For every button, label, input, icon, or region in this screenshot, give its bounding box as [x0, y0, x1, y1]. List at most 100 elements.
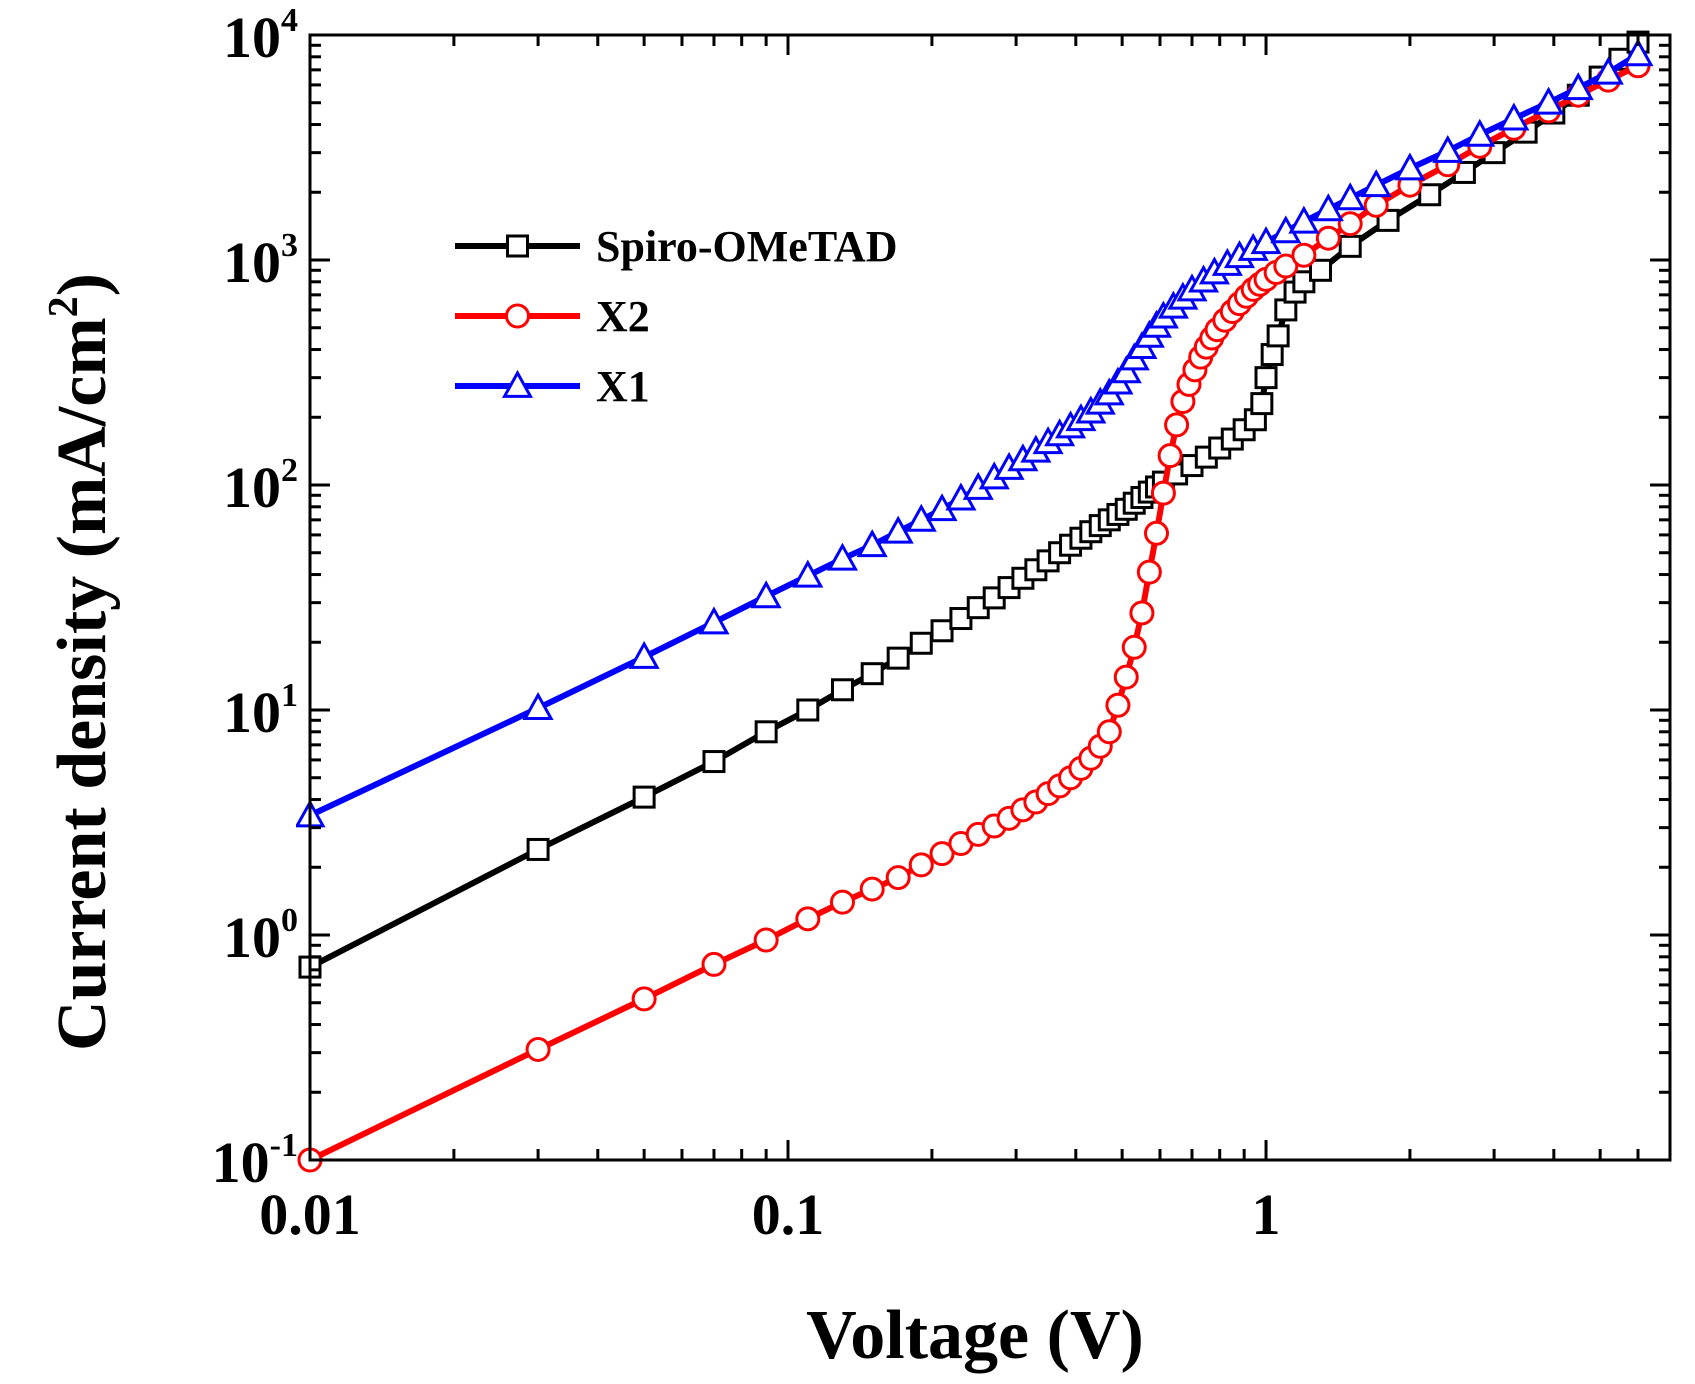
y-tick-label-exponent: 3 — [281, 227, 298, 264]
legend-marker-x1 — [501, 369, 534, 398]
data-point-x2 — [1291, 242, 1317, 268]
data-point-spiro-ometad — [1266, 324, 1290, 348]
y-tick-label-exponent: 0 — [281, 902, 298, 939]
data-point-x1 — [856, 529, 888, 558]
data-point-x2 — [929, 841, 955, 867]
data-point-x1 — [1288, 205, 1320, 234]
data-point-x2 — [1164, 412, 1190, 438]
data-point-x1 — [1432, 134, 1464, 163]
data-point-x2 — [1150, 480, 1176, 506]
data-point-x2 — [1113, 664, 1139, 690]
y-tick-label-exponent: -1 — [270, 1127, 298, 1164]
data-point-x1 — [1312, 193, 1344, 222]
data-point-x1 — [905, 503, 937, 532]
data-point-spiro-ometad — [930, 619, 954, 643]
legend-label-x1: X1 — [596, 362, 650, 411]
y-axis-title-end: ) — [44, 273, 121, 296]
x-tick-label: 0.01 — [259, 1182, 361, 1247]
data-point-x2 — [1129, 600, 1155, 626]
data-point-x1 — [1533, 86, 1565, 115]
data-point-spiro-ometad — [1308, 258, 1332, 282]
data-point-x2 — [1136, 559, 1162, 585]
data-point-x1 — [1622, 38, 1654, 67]
data-point-x2 — [1143, 520, 1169, 546]
data-point-x1 — [882, 515, 914, 544]
data-point-spiro-ometad — [830, 678, 854, 702]
data-point-spiro-ometad — [1292, 270, 1316, 294]
data-point-x2 — [753, 927, 779, 953]
data-point-spiro-ometad — [909, 631, 933, 655]
y-tick-label-base: 10 — [223, 905, 281, 970]
data-point-x1 — [1464, 118, 1496, 147]
legend-marker-x2 — [505, 303, 530, 329]
data-point-x2 — [1337, 211, 1363, 237]
data-point-spiro-ometad — [1254, 366, 1278, 390]
data-point-x1 — [1592, 56, 1624, 85]
x-tick-label: 0.1 — [752, 1182, 825, 1247]
x-axis-title: Voltage (V) — [806, 1297, 1144, 1374]
y-tick-label: 100 — [223, 902, 298, 970]
data-point-spiro-ometad — [526, 837, 550, 861]
y-tick-label-base: 10 — [223, 230, 281, 295]
y-axis-title: Current density (mA/cm2) — [41, 273, 121, 1051]
y-tick-label: 101 — [223, 677, 298, 745]
data-point-spiro-ometad — [1250, 392, 1274, 416]
data-point-x2 — [1105, 692, 1131, 718]
data-point-x2 — [701, 951, 727, 977]
plot-frame — [308, 33, 1672, 1162]
y-tick-label-base: 10 — [212, 1130, 270, 1195]
data-point-x2 — [859, 876, 885, 902]
data-point-spiro-ometad — [632, 785, 656, 809]
data-point-x1 — [826, 542, 859, 571]
data-point-spiro-ometad — [886, 646, 910, 670]
data-point-spiro-ometad — [1418, 183, 1442, 207]
data-point-x1 — [1394, 152, 1426, 181]
y-axis-title-sup: 2 — [41, 296, 87, 317]
data-point-x2 — [1157, 443, 1183, 469]
y-axis-title-main: Current density (mA/cm — [44, 317, 121, 1051]
y-tick-label: 103 — [223, 227, 298, 295]
legend-label-spiro-ometad: Spiro-OMeTAD — [596, 222, 897, 271]
y-tick-label-base: 10 — [223, 455, 281, 520]
y-tick-label: 102 — [223, 452, 298, 520]
data-point-spiro-ometad — [702, 750, 726, 774]
data-point-x1 — [750, 580, 782, 609]
y-tick-label: 104 — [223, 2, 298, 70]
data-point-x2 — [631, 986, 657, 1012]
data-point-x2 — [795, 906, 821, 932]
data-point-x1 — [1562, 72, 1594, 101]
y-tick-label-exponent: 4 — [281, 2, 298, 39]
data-point-spiro-ometad — [1260, 343, 1284, 367]
y-tick-label-base: 10 — [223, 5, 281, 70]
plot-series — [296, 30, 1654, 1173]
y-tick-label-exponent: 1 — [281, 677, 298, 714]
data-point-x2 — [1315, 225, 1341, 251]
legend-marker-spiro-ometad — [506, 234, 529, 258]
y-tick-label-base: 10 — [223, 680, 281, 745]
data-point-x2 — [885, 865, 911, 891]
data-point-x1 — [1334, 182, 1366, 211]
data-point-x2 — [829, 889, 855, 915]
y-tick-label-exponent: 2 — [281, 452, 298, 489]
data-point-spiro-ometad — [860, 662, 884, 686]
data-point-spiro-ometad — [754, 720, 778, 744]
data-point-x1 — [792, 559, 824, 588]
data-point-spiro-ometad — [796, 698, 820, 722]
y-tick-label: 10-1 — [212, 1127, 298, 1195]
x-tick-label: 1 — [1252, 1182, 1281, 1247]
data-point-x2 — [1273, 253, 1299, 279]
data-point-x1 — [698, 606, 730, 635]
data-point-x1 — [1360, 169, 1392, 198]
legend: Spiro-OMeTAD X2 X1 — [455, 222, 897, 411]
data-point-x2 — [1121, 634, 1147, 660]
data-point-x1 — [628, 640, 660, 669]
data-point-x1 — [1498, 102, 1530, 131]
data-point-x2 — [525, 1036, 551, 1062]
data-point-x1 — [522, 691, 554, 720]
data-point-x2 — [908, 852, 934, 878]
data-point-x2 — [1096, 719, 1122, 745]
legend-label-x2: X2 — [596, 292, 650, 341]
data-point-spiro-ometad — [1338, 234, 1362, 258]
